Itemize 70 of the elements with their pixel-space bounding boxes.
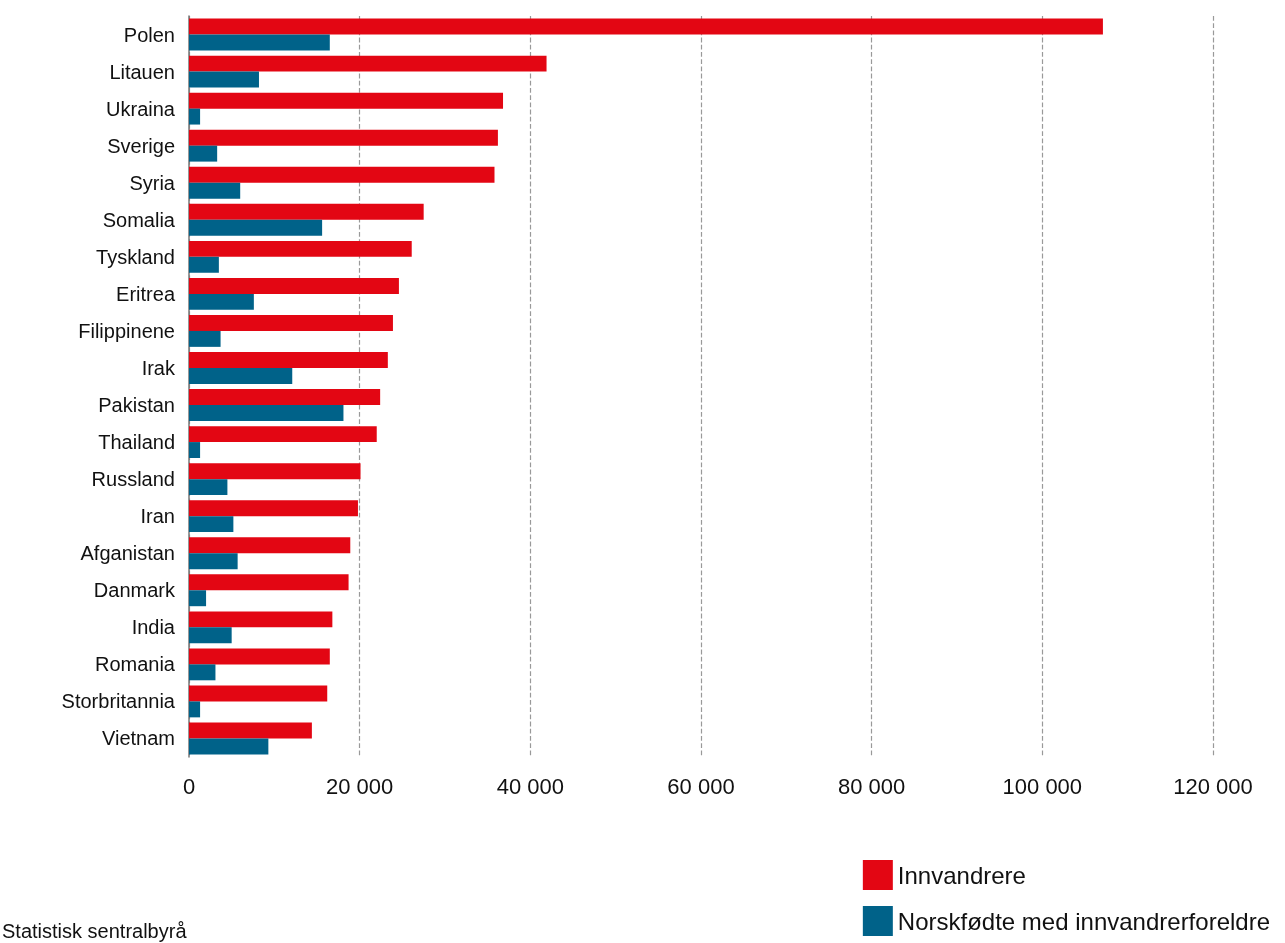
legend-label: Innvandrere [897,861,1026,889]
x-tick-label: 80 000 [838,773,906,799]
bar [189,71,259,88]
bar [189,129,498,146]
bar [189,256,219,273]
bar [189,738,269,755]
bar [189,92,504,109]
bar [189,293,254,310]
bar [189,574,349,591]
x-tick-label: 100 000 [1002,773,1083,799]
bar [189,166,495,183]
bar [189,145,218,162]
bar [189,219,323,236]
y-tick-label: Tyskland [96,245,175,268]
bar [189,627,232,644]
legend-label: Norskfødte med innvandrerforeldre [897,907,1271,935]
bar [189,108,201,125]
bar [189,240,412,257]
bar [189,277,399,294]
bar [189,34,330,51]
y-tick-label: India [131,616,176,639]
bar [189,648,330,665]
y-tick-label: Somalia [102,208,176,231]
bar [189,389,381,406]
y-tick-label: Syria [129,171,176,194]
bar [189,330,221,347]
bar [189,405,344,421]
bar [189,685,328,702]
bar [189,500,358,517]
bar [189,701,201,718]
bar [189,182,241,199]
y-tick-label: Irak [141,356,176,379]
y-tick-label: Filippinene [78,319,175,342]
bar [189,18,1103,35]
x-tick-label: 20 000 [326,773,394,799]
y-tick-label: Romania [94,653,176,676]
bar [189,463,361,480]
bar [189,314,393,331]
bar [189,367,293,384]
x-tick-label: 0 [182,773,196,799]
y-tick-label: Thailand [98,431,175,454]
bar [189,664,216,681]
bar [189,479,228,496]
text: Statistisk sentralbyrå [2,920,188,942]
y-tick-label: Polen [123,23,175,46]
y-tick-label: Afganistan [80,542,175,565]
bar [189,55,547,72]
y-tick-label: Eritrea [116,282,176,305]
x-tick-label: 120 000 [1173,773,1253,799]
bar [189,722,312,739]
x-tick-label: 40 000 [496,773,564,799]
bar [189,203,424,220]
bar [189,426,377,443]
bar [189,611,333,628]
y-tick-label: Russland [91,468,175,491]
y-tick-label: Vietnam [101,727,175,750]
bar [189,352,388,368]
bar [189,590,207,607]
bar [189,516,234,533]
bar [189,442,201,459]
y-tick-label: Sverige [107,134,175,157]
bar [189,537,351,554]
y-tick-label: Storbritannia [61,690,176,713]
y-tick-label: Ukraina [106,97,176,120]
y-tick-label: Pakistan [98,394,175,417]
y-tick-label: Litauen [109,60,175,83]
y-tick-label: Iran [140,505,175,528]
x-tick-label: 60 000 [667,773,735,799]
y-tick-label: Danmark [93,579,176,602]
bar [189,553,238,570]
